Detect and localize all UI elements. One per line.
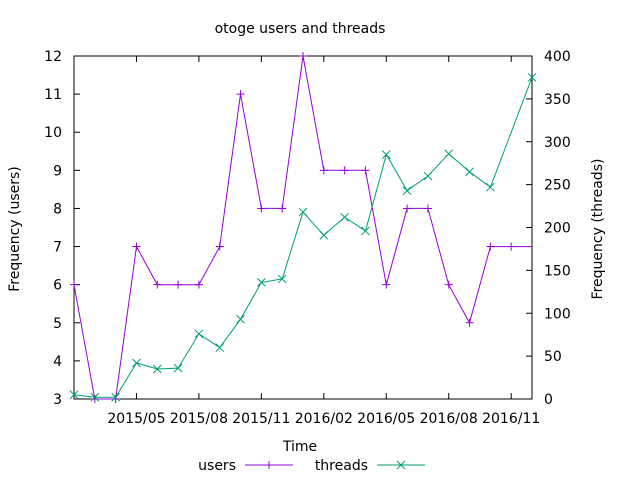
data-point-users xyxy=(423,204,432,213)
legend-marker-users xyxy=(265,461,273,469)
y-left-tick-label: 3 xyxy=(53,392,62,408)
data-point-threads xyxy=(69,390,79,400)
series-line-users xyxy=(73,55,532,400)
y-right-tick-label: 200 xyxy=(544,221,571,237)
data-point-threads xyxy=(111,392,120,402)
y-right-tick-label: 100 xyxy=(544,306,571,322)
series-layer xyxy=(69,52,537,403)
y-right-tick-label: 250 xyxy=(544,178,571,194)
x-tick-label: 2016/02 xyxy=(295,411,353,427)
data-point-users xyxy=(403,204,412,213)
data-point-threads xyxy=(319,230,329,240)
y-right-tick-label: 0 xyxy=(544,392,553,408)
x-tick-label: 2015/08 xyxy=(170,411,228,427)
data-point-users xyxy=(174,280,183,289)
x-axis-label: Time xyxy=(282,439,317,455)
y-right-tick-label: 350 xyxy=(544,92,571,108)
y-axis-right-label: Frequency (threads) xyxy=(590,159,606,300)
y-left-tick-label: 11 xyxy=(44,87,62,103)
data-point-users xyxy=(257,204,266,213)
data-point-threads xyxy=(486,182,495,192)
y-axis-left-label: Frequency (users) xyxy=(7,166,23,292)
data-point-threads xyxy=(152,364,162,374)
x-tick-label: 2016/11 xyxy=(482,411,540,427)
y-left-tick-label: 9 xyxy=(53,163,62,179)
series-line-threads xyxy=(73,77,533,398)
data-point-users xyxy=(90,395,99,403)
y-left-tick-label: 8 xyxy=(53,201,62,217)
y-right-tick-label: 150 xyxy=(544,263,571,279)
data-point-users xyxy=(236,90,245,99)
data-point-users xyxy=(132,242,141,251)
data-point-users xyxy=(194,280,203,289)
data-point-threads xyxy=(277,274,287,284)
data-point-threads xyxy=(90,392,100,402)
data-point-users xyxy=(382,280,391,289)
data-point-users xyxy=(507,242,516,251)
legend: users threads xyxy=(198,458,425,474)
data-point-threads xyxy=(361,226,370,236)
data-point-users xyxy=(340,166,349,175)
data-point-users xyxy=(70,280,78,289)
data-point-threads xyxy=(444,149,454,159)
y-left-tick-label: 5 xyxy=(53,316,62,332)
y-left-tick-label: 10 xyxy=(44,125,62,141)
y-right-tick-label: 300 xyxy=(544,135,571,151)
data-point-users xyxy=(486,242,495,251)
data-point-threads xyxy=(423,171,433,181)
chart-title: otoge users and threads xyxy=(215,21,386,37)
y-left-tick-label: 7 xyxy=(53,240,62,256)
y-left-tick-label: 12 xyxy=(44,49,62,65)
data-point-users xyxy=(153,280,162,289)
data-point-threads xyxy=(298,207,308,217)
data-point-threads xyxy=(257,278,266,287)
legend-label-threads: threads xyxy=(315,458,368,474)
data-point-threads xyxy=(132,358,141,368)
data-point-users xyxy=(319,166,328,175)
x-tick-label: 2015/05 xyxy=(107,411,165,427)
y-right-tick-label: 400 xyxy=(544,49,571,65)
data-point-users xyxy=(361,166,370,175)
data-point-threads xyxy=(381,150,391,159)
data-point-threads xyxy=(465,167,474,177)
y-right-tick-label: 50 xyxy=(544,349,562,365)
axes: 3 4 5 6 7 8 9 10 11 12 0 50 100 150 200 250 300 350 400 201… xyxy=(44,49,571,427)
y-left-tick-label: 6 xyxy=(53,278,62,294)
data-point-users xyxy=(278,204,287,213)
plot-border xyxy=(73,55,533,400)
x-tick-label: 2015/11 xyxy=(232,411,290,427)
data-point-threads xyxy=(527,73,537,82)
legend-marker-threads xyxy=(396,460,406,470)
data-point-threads xyxy=(173,363,183,373)
x-tick-label: 2016/05 xyxy=(357,411,415,427)
data-point-threads xyxy=(194,329,204,339)
data-point-users xyxy=(215,242,224,251)
data-point-threads xyxy=(236,314,245,324)
data-point-users xyxy=(111,395,120,403)
data-point-users xyxy=(465,318,474,327)
data-point-threads xyxy=(402,186,412,195)
y-left-tick-label: 4 xyxy=(53,354,62,370)
data-point-threads xyxy=(340,212,349,222)
legend-label-users: users xyxy=(198,458,236,474)
data-point-threads xyxy=(215,343,225,352)
data-point-users xyxy=(299,52,307,60)
x-tick-label: 2016/08 xyxy=(420,411,478,427)
data-point-users xyxy=(444,280,453,289)
